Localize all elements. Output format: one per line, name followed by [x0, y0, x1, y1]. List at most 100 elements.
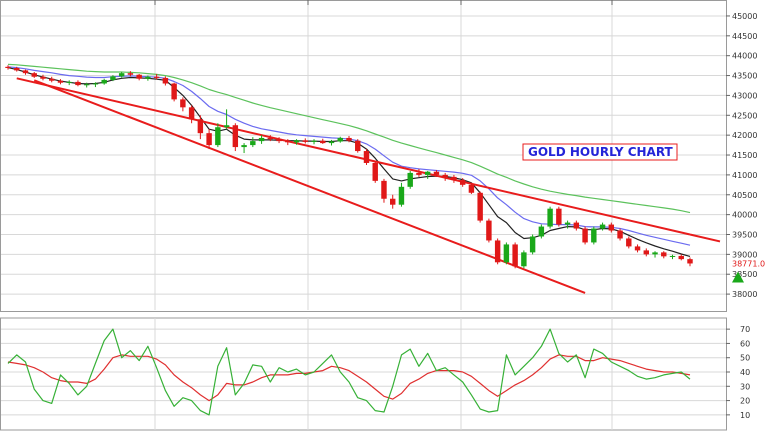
- candle: [512, 242, 518, 269]
- candle-body: [433, 171, 440, 175]
- price-axis-label: 41000: [732, 171, 757, 180]
- osc-axis-label: 60: [740, 339, 750, 348]
- candle: [669, 254, 676, 260]
- chart-title: GOLD HOURLY CHART: [528, 145, 674, 159]
- candle-body: [372, 162, 378, 181]
- last-price-label: 38771.0: [732, 259, 765, 268]
- channel-upper-extension: [689, 233, 721, 243]
- candle: [608, 222, 615, 233]
- candle: [180, 97, 186, 112]
- candle: [49, 76, 55, 83]
- candle-body: [206, 133, 212, 146]
- price-panel: [5, 63, 721, 294]
- candle-body: [101, 79, 107, 84]
- candle-body: [75, 81, 81, 86]
- candle-body: [582, 228, 588, 243]
- candle-body: [512, 244, 518, 267]
- candle-body: [521, 252, 527, 267]
- candle: [197, 115, 204, 140]
- candle: [591, 226, 597, 245]
- candle: [31, 71, 37, 78]
- candle-body: [643, 250, 649, 255]
- candle: [232, 123, 239, 152]
- candle: [153, 73, 160, 80]
- candle: [346, 135, 352, 143]
- candle-body: [14, 68, 20, 71]
- candle-body: [57, 80, 64, 83]
- candle: [215, 123, 221, 148]
- candle: [599, 222, 606, 231]
- candle: [390, 194, 396, 209]
- candle-body: [110, 76, 116, 80]
- candle-body: [538, 226, 545, 237]
- candle-body: [118, 73, 125, 77]
- candle: [101, 78, 107, 85]
- candle: [503, 242, 510, 265]
- price-axis-label: 40000: [732, 211, 757, 220]
- candle: [110, 75, 116, 82]
- candle-body: [285, 141, 291, 143]
- candle-body: [477, 192, 483, 221]
- candle: [223, 109, 230, 130]
- candle: [92, 82, 99, 88]
- grid-layer: [0, 0, 727, 431]
- candle: [459, 178, 466, 187]
- candle: [556, 206, 562, 227]
- candle-body: [573, 222, 580, 229]
- candle-body: [145, 76, 151, 79]
- candle: [337, 136, 343, 143]
- candle: [433, 170, 440, 177]
- candle-body: [486, 220, 492, 241]
- candle-body: [162, 77, 169, 84]
- price-axis-label: 40500: [732, 191, 757, 200]
- candle: [363, 149, 370, 165]
- candle: [118, 71, 125, 78]
- candle: [355, 139, 361, 153]
- candle: [57, 79, 64, 85]
- candle-body: [652, 252, 658, 255]
- candle-body: [153, 76, 160, 78]
- candle: [311, 139, 317, 145]
- price-panel-frame: [0, 0, 727, 312]
- candle-body: [136, 74, 142, 79]
- candle-body: [626, 238, 632, 247]
- candle: [127, 71, 134, 77]
- price-axis-label: 41500: [732, 151, 757, 160]
- candle-body: [267, 137, 274, 140]
- candle-body: [564, 222, 571, 225]
- candle: [276, 137, 282, 144]
- candle-body: [171, 83, 177, 100]
- candle: [171, 82, 177, 102]
- osc-axis-label: 40: [740, 368, 750, 377]
- candle: [643, 248, 649, 257]
- candle: [328, 139, 335, 146]
- candle: [547, 206, 553, 229]
- candle: [468, 182, 475, 194]
- candle: [83, 82, 90, 88]
- candle: [66, 80, 72, 86]
- candle: [407, 170, 413, 189]
- candle-body: [232, 125, 239, 148]
- candle: [320, 138, 326, 144]
- candle-body: [424, 171, 431, 175]
- candle: [398, 182, 405, 207]
- candle: [293, 139, 300, 145]
- candle-body: [337, 137, 343, 142]
- candle: [626, 236, 632, 249]
- candle: [14, 66, 20, 72]
- candle-body: [127, 73, 134, 75]
- candle: [652, 251, 658, 258]
- price-axis-label: 39000: [732, 250, 757, 259]
- candle-body: [180, 99, 186, 108]
- candle-body: [556, 208, 562, 225]
- candle: [5, 65, 11, 70]
- candle-body: [468, 184, 475, 193]
- candle: [617, 228, 623, 241]
- oscillator-panel-frame: [0, 317, 727, 431]
- candle-body: [416, 172, 422, 175]
- channel-upper-line: [16, 77, 691, 236]
- candle-body: [40, 76, 46, 79]
- candle-body: [669, 255, 676, 257]
- candle-body: [49, 78, 55, 81]
- candle: [486, 218, 492, 243]
